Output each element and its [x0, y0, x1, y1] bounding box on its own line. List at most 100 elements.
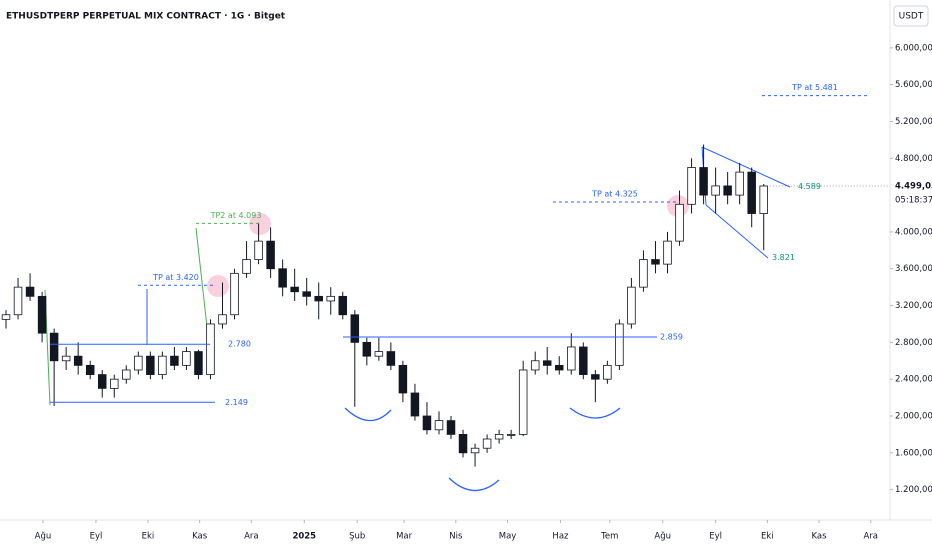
candle-body — [85, 364, 95, 375]
candle-body — [314, 295, 323, 302]
candle-body — [218, 314, 227, 325]
level-label: TP2 at 4.093 — [210, 211, 262, 220]
candle-body — [302, 291, 311, 297]
candle-body — [37, 295, 47, 334]
level-label: TP at 5.481 — [791, 83, 838, 92]
x-tick-label: Şub — [349, 532, 365, 542]
shoulder-arc — [344, 407, 392, 422]
level-label: TP at 4.325 — [591, 190, 638, 199]
candle-body — [735, 171, 744, 196]
candle-body — [182, 351, 191, 366]
y-tick-label: 4.800,00 — [895, 154, 932, 164]
candle-body — [362, 341, 372, 357]
candle-body — [410, 392, 420, 417]
level-label: TP at 3.420 — [152, 273, 199, 282]
candle-body — [651, 259, 660, 265]
candle-body — [555, 364, 564, 371]
chart-title: ETHUSDTPERP PERPETUAL MIX CONTRACT · 1G … — [6, 12, 286, 22]
price-tag: 4.499,03 — [895, 182, 932, 192]
x-tick-label: Eki — [142, 532, 155, 542]
x-tick-label: 2025 — [292, 532, 316, 542]
y-tick-label: 5.200,00 — [895, 117, 932, 127]
candle-body — [73, 355, 83, 366]
candle-body — [134, 355, 143, 371]
wedge-label: 3.821 — [772, 253, 795, 262]
head-arc — [448, 477, 500, 492]
candle-body — [687, 167, 696, 205]
candle-body — [25, 286, 35, 297]
candle-body — [254, 240, 263, 260]
x-tick-label: Kas — [812, 532, 828, 542]
candle-body — [627, 286, 636, 325]
candle-body — [110, 378, 119, 389]
candle-body — [567, 346, 576, 371]
wedge-label: 4.589 — [798, 182, 821, 191]
wedge-line — [705, 204, 769, 259]
candle-body — [146, 355, 155, 375]
x-tick-label: Eki — [761, 532, 774, 542]
candle-body — [530, 360, 540, 371]
candle-body — [206, 323, 215, 375]
x-tick-label: Kas — [192, 532, 208, 542]
candle-body — [1, 314, 11, 320]
y-tick-label: 6.000,00 — [895, 43, 932, 53]
candle-body — [350, 314, 360, 343]
candle-body — [506, 434, 516, 436]
candle-body — [470, 447, 480, 454]
y-tick-label: 3.200,00 — [895, 301, 932, 311]
x-tick-label: Eyl — [90, 532, 103, 542]
y-tick-label: 5.600,00 — [895, 80, 932, 90]
y-tick-label: 2.000,00 — [895, 412, 932, 422]
candle-body — [97, 374, 107, 389]
y-tick-label: 2.400,00 — [895, 375, 932, 385]
candle-body — [711, 185, 720, 196]
candle-body — [61, 355, 71, 362]
candle-body — [326, 295, 335, 302]
y-tick-label: 4.000,00 — [895, 227, 932, 237]
candle-body — [386, 351, 396, 366]
currency-box[interactable] — [893, 5, 929, 27]
candle-body — [446, 420, 456, 435]
countdown: 05:18:37 — [895, 196, 932, 206]
candle-body — [579, 346, 588, 375]
candle-body — [699, 167, 708, 196]
x-tick-label: May — [499, 532, 517, 542]
level-label: 2.149 — [225, 398, 248, 407]
candle-body — [49, 332, 59, 362]
candle-body — [663, 240, 672, 265]
candle-body — [158, 355, 167, 375]
highlight — [249, 213, 271, 235]
candle-body — [675, 203, 684, 242]
x-tick-label: Tem — [600, 532, 618, 542]
x-tick-label: Nis — [449, 532, 463, 542]
candle-body — [723, 185, 732, 196]
candle-body — [122, 369, 131, 380]
candle-body — [422, 415, 432, 431]
candle-body — [434, 420, 444, 431]
candle-body — [398, 364, 408, 394]
x-tick-label: Ağu — [654, 532, 671, 542]
y-tick-label: 2.800,00 — [895, 338, 932, 348]
candle-body — [591, 374, 600, 380]
candle-body — [747, 171, 756, 214]
currency[interactable]: USDT — [899, 12, 924, 22]
candle-body — [458, 434, 468, 454]
candle-body — [242, 259, 251, 274]
candle-body — [518, 369, 528, 435]
x-tick-label: Ara — [244, 532, 259, 542]
level-label: 2.859 — [660, 332, 683, 341]
candle-body — [639, 259, 648, 288]
candle-body — [482, 438, 492, 449]
y-tick-label: 1.200,00 — [895, 485, 932, 495]
level-label: 2.780 — [228, 340, 251, 349]
candle-body — [194, 351, 203, 375]
wedge-line — [701, 146, 791, 188]
candle-body — [494, 434, 504, 440]
candle-body — [603, 364, 612, 380]
candle-body — [13, 286, 23, 316]
y-tick-label: 3.600,00 — [895, 264, 932, 274]
x-tick-label: Ağu — [35, 532, 52, 542]
candle-body — [170, 355, 179, 366]
